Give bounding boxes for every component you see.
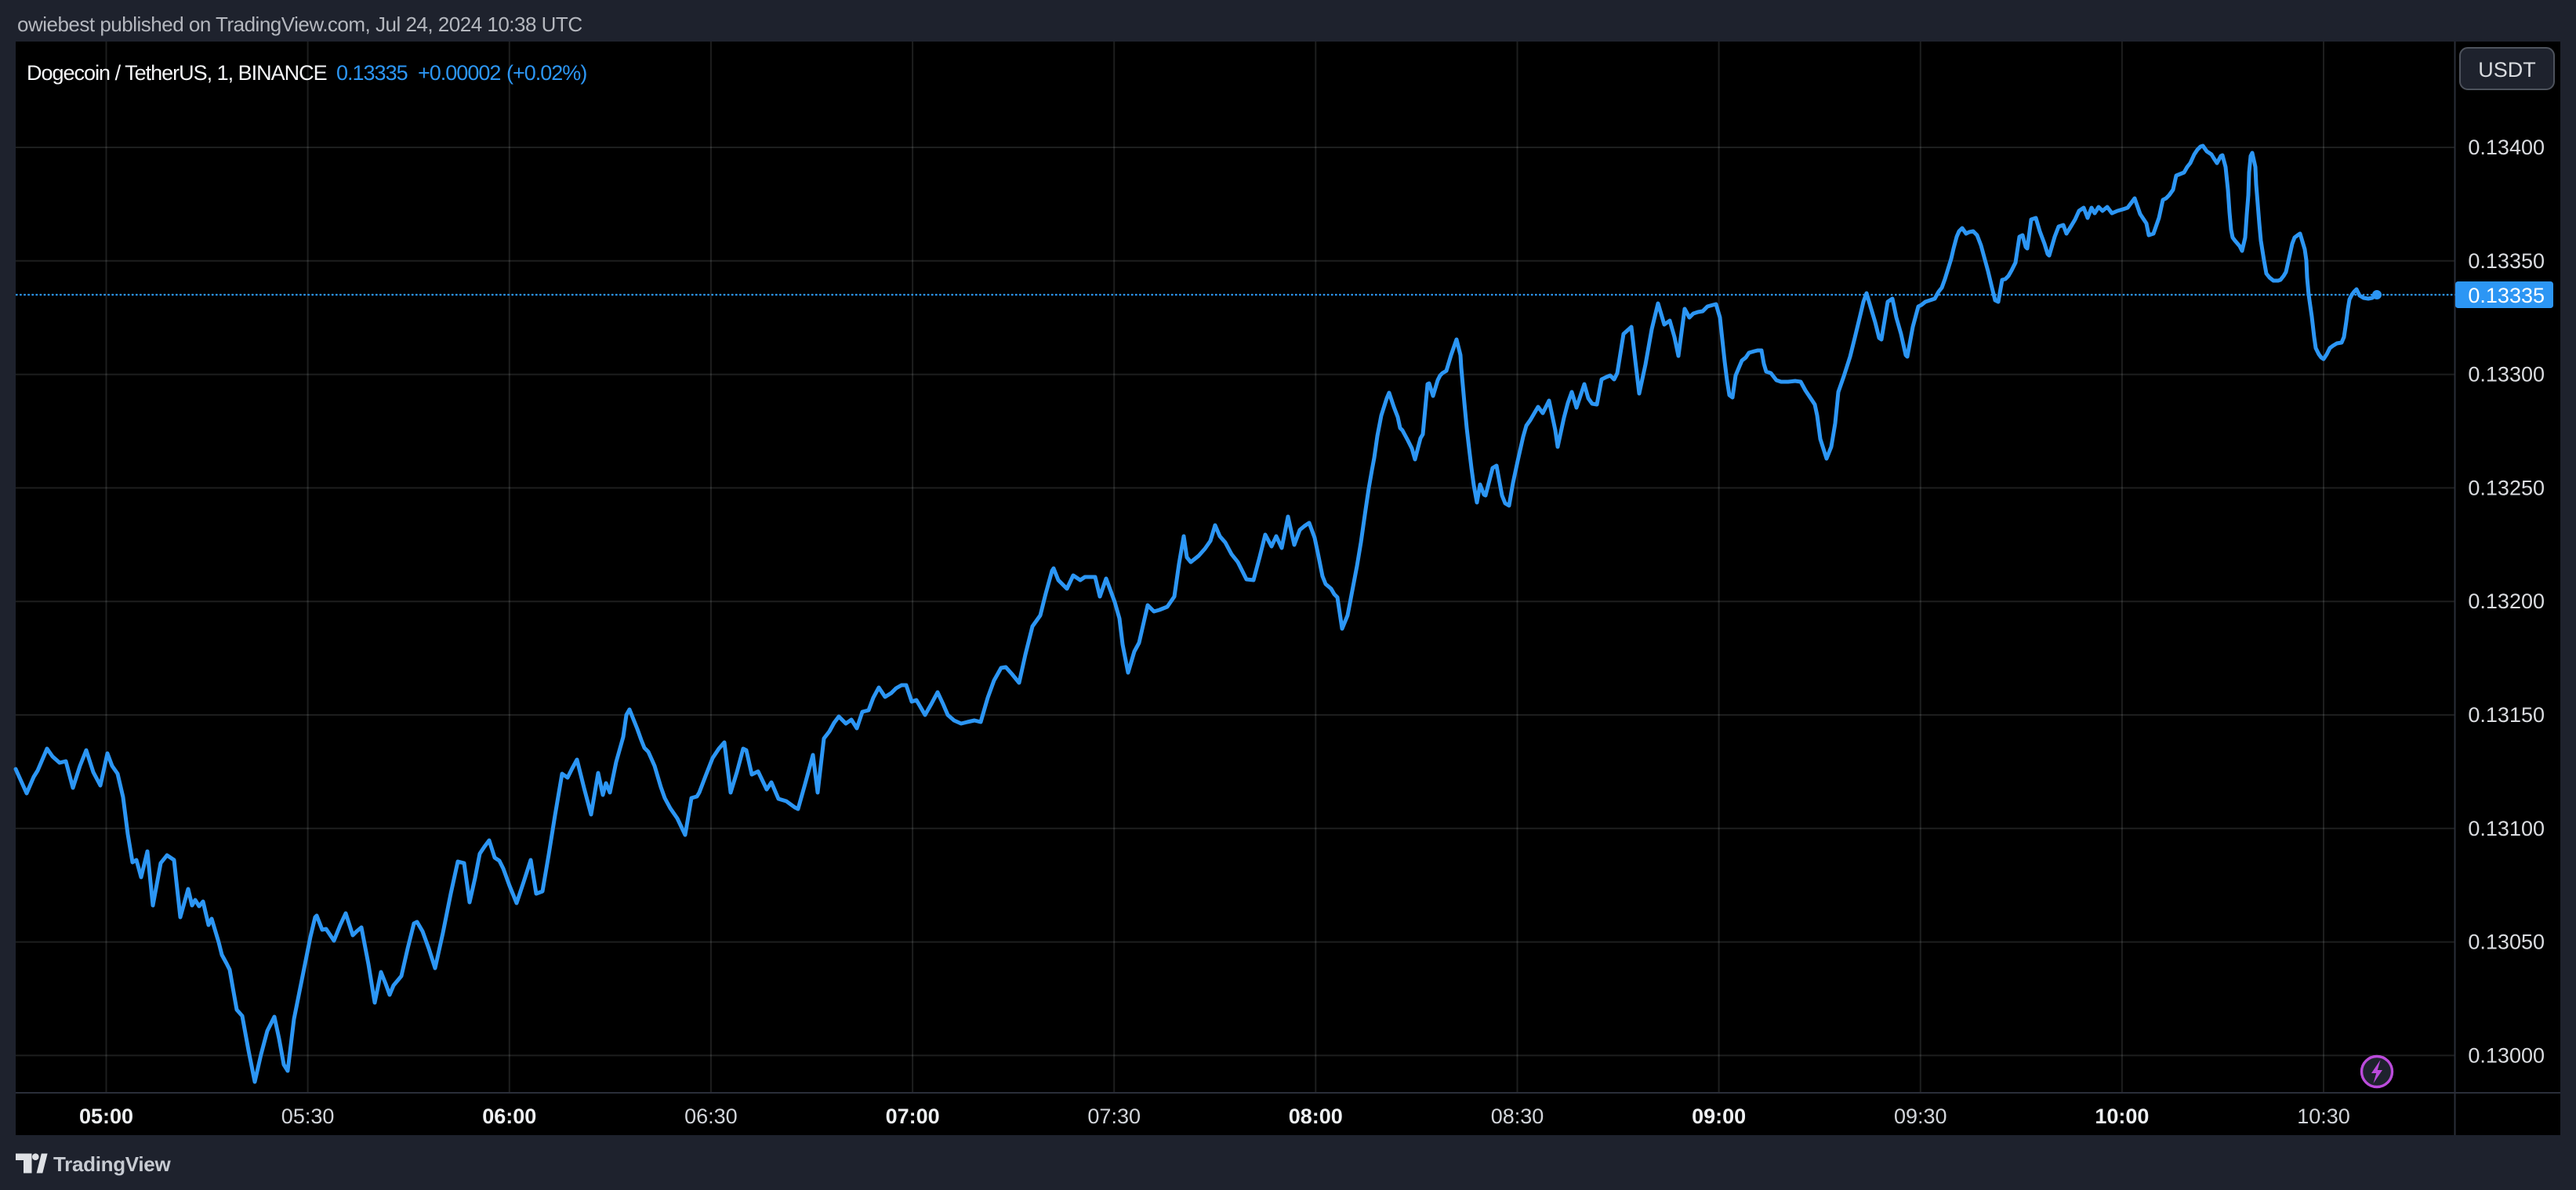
svg-text:0.13300: 0.13300 — [2468, 363, 2545, 386]
svg-text:06:00: 06:00 — [482, 1105, 536, 1128]
svg-text:05:30: 05:30 — [281, 1105, 335, 1128]
svg-text:TradingView: TradingView — [53, 1152, 171, 1176]
svg-text:0.13335: 0.13335 — [2468, 284, 2545, 307]
svg-text:0.13350: 0.13350 — [2468, 249, 2545, 273]
svg-text:0.13200: 0.13200 — [2468, 590, 2545, 613]
svg-text:0.13100: 0.13100 — [2468, 817, 2545, 840]
svg-text:08:30: 08:30 — [1491, 1105, 1544, 1128]
svg-text:0.13150: 0.13150 — [2468, 703, 2545, 727]
svg-text:0.13000: 0.13000 — [2468, 1043, 2545, 1067]
svg-text:07:30: 07:30 — [1087, 1105, 1141, 1128]
svg-text:0.13400: 0.13400 — [2468, 136, 2545, 159]
svg-text:USDT: USDT — [2478, 58, 2536, 82]
svg-text:+0.00002: +0.00002 — [418, 61, 500, 85]
svg-text:07:00: 07:00 — [886, 1105, 940, 1128]
svg-text:10:00: 10:00 — [2095, 1105, 2149, 1128]
svg-text:0.13250: 0.13250 — [2468, 476, 2545, 499]
svg-text:0.13335: 0.13335 — [336, 61, 408, 85]
svg-text:06:30: 06:30 — [684, 1105, 738, 1128]
svg-text:09:00: 09:00 — [1692, 1105, 1746, 1128]
svg-text:Dogecoin / TetherUS, 1, BINANC: Dogecoin / TetherUS, 1, BINANCE — [27, 61, 327, 85]
svg-text:10:30: 10:30 — [2297, 1105, 2350, 1128]
svg-text:05:00: 05:00 — [79, 1105, 133, 1128]
svg-text:owiebest published on TradingV: owiebest published on TradingView.com, J… — [17, 13, 582, 36]
svg-text:09:30: 09:30 — [1894, 1105, 1947, 1128]
svg-text:(+0.02%): (+0.02%) — [506, 61, 586, 85]
svg-text:0.13050: 0.13050 — [2468, 931, 2545, 954]
svg-text:08:00: 08:00 — [1289, 1105, 1343, 1128]
